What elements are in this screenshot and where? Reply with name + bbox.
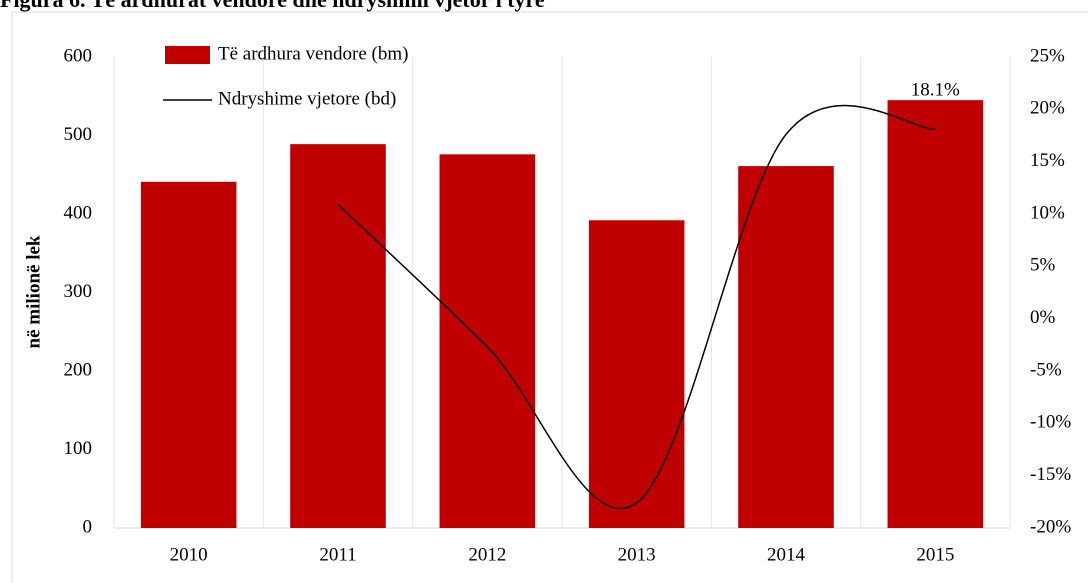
legend-label: Ndryshime vjetore (bd): [218, 88, 396, 109]
y2-tick-label: 0%: [1030, 307, 1056, 328]
y2-tick-label: -15%: [1030, 464, 1071, 485]
y2-tick-label: 10%: [1030, 202, 1065, 223]
y2-tick-label: -20%: [1030, 516, 1071, 537]
y2-tick-label: -5%: [1030, 359, 1062, 380]
y2-tick-label: 15%: [1030, 150, 1065, 171]
x-tick-label: 2010: [170, 544, 208, 565]
y-tick-label: 100: [64, 438, 93, 459]
legend-label: Të ardhura vendore (bm): [218, 43, 408, 64]
bar: [439, 154, 536, 528]
y2-tick-label: 20%: [1030, 98, 1065, 119]
y-tick-label: 500: [64, 124, 93, 145]
bar: [738, 166, 834, 529]
x-tick-label: 2014: [767, 544, 806, 565]
bar: [290, 144, 386, 528]
x-tick-label: 2015: [916, 544, 954, 565]
y-tick-label: 400: [64, 202, 93, 223]
y-tick-label: 300: [64, 281, 93, 302]
legend-swatch: [165, 46, 210, 64]
chart-title: Figura 6. Të ardhurat vendore dhe ndrysh…: [0, 0, 545, 12]
bar: [588, 220, 685, 528]
y2-tick-label: 5%: [1030, 255, 1056, 276]
y2-tick-label: 25%: [1030, 45, 1065, 66]
y-tick-label: 600: [64, 45, 93, 66]
x-tick-label: 2011: [319, 544, 356, 565]
y-tick-label: 200: [64, 359, 93, 380]
bar: [140, 181, 237, 528]
y-axis-label: në milionë lek: [23, 235, 44, 348]
x-tick-label: 2013: [618, 544, 656, 565]
x-tick-label: 2012: [468, 544, 506, 565]
y2-tick-label: -10%: [1030, 412, 1071, 433]
y-tick-label: 0: [83, 516, 93, 537]
chart-frame: [11, 11, 1088, 583]
data-label: 18.1%: [911, 80, 960, 101]
line: [337, 104, 936, 510]
bar: [887, 100, 984, 529]
